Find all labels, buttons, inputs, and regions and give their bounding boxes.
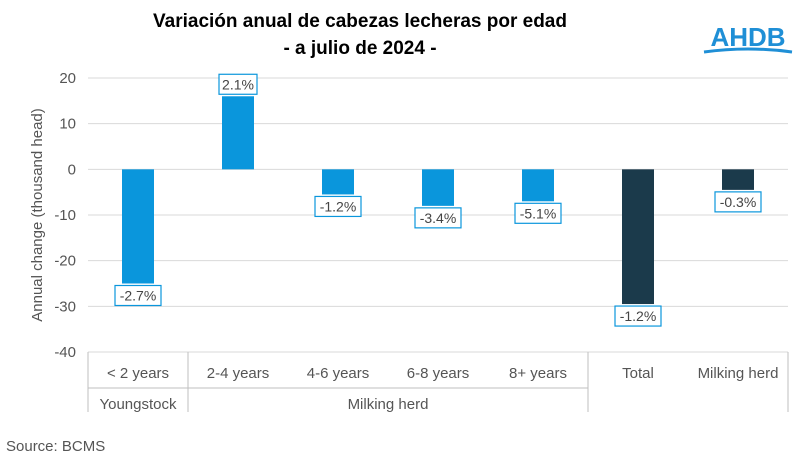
bars [122, 96, 754, 305]
data-label: -1.2% [620, 308, 657, 324]
y-tick-label: -20 [54, 253, 76, 270]
y-tick-label: 20 [59, 70, 76, 87]
data-labels: -2.7% 2.1% -1.2% -3.4% -5.1% -1.2% -0.3% [114, 73, 762, 327]
data-label: -2.7% [120, 288, 157, 304]
data-label: -3.4% [420, 210, 457, 226]
data-label-box [514, 202, 562, 224]
x-category-label: 4-6 years [307, 365, 370, 382]
y-tick-label: -30 [54, 298, 76, 315]
x-category-label: 6-8 years [407, 365, 470, 382]
data-label: -0.3% [720, 194, 757, 210]
bar [122, 169, 154, 284]
bar [522, 169, 554, 202]
y-tick-label: 0 [68, 161, 76, 178]
data-label: 2.1% [222, 76, 254, 92]
bar [222, 96, 254, 170]
source-note: Source: BCMS [6, 438, 106, 455]
chart-title-line-1: Variación anual de cabezas lecheras por … [153, 11, 567, 32]
data-label: -5.1% [520, 205, 557, 221]
x-category-label: < 2 years [107, 365, 169, 382]
bar-chart: 20 10 0 -10 -20 -30 -40 Annual change (thousan… [29, 70, 789, 413]
data-label-box [314, 195, 362, 218]
data-label-box [218, 73, 258, 95]
y-tick-label: 10 [59, 116, 76, 133]
bar [422, 169, 454, 206]
data-label: -1.2% [320, 198, 357, 214]
logo-swoosh-icon [703, 47, 793, 54]
ahdb-logo-text: AHDB [710, 22, 785, 52]
x-category-label: Milking herd [698, 365, 779, 382]
bar [722, 169, 754, 190]
y-axis-label: Annual change (thousand head) [29, 108, 46, 322]
bar [622, 169, 654, 305]
x-group-label: Milking herd [348, 396, 429, 413]
x-category-label: Total [622, 365, 654, 382]
y-tick-label: -40 [54, 344, 76, 361]
data-label-box [714, 191, 762, 213]
chart-title-line-2: - a julio de 2024 - [283, 38, 437, 59]
x-category-label: 8+ years [509, 365, 567, 382]
bar [322, 169, 354, 195]
data-label-box [614, 305, 662, 327]
y-axis-ticks: 20 10 0 -10 -20 -30 -40 [54, 70, 76, 361]
x-group-label: Youngstock [99, 396, 177, 413]
data-label-box [114, 284, 162, 307]
y-tick-label: -10 [54, 207, 76, 224]
x-category-label: 2-4 years [207, 365, 270, 382]
chart-title: Variación anual de cabezas lecheras por … [120, 8, 600, 62]
x-axis: < 2 years 2-4 years 4-6 years 6-8 years 8+ y… [87, 352, 789, 413]
data-label-box [414, 207, 462, 229]
ahdb-logo: AHDB [703, 22, 793, 54]
